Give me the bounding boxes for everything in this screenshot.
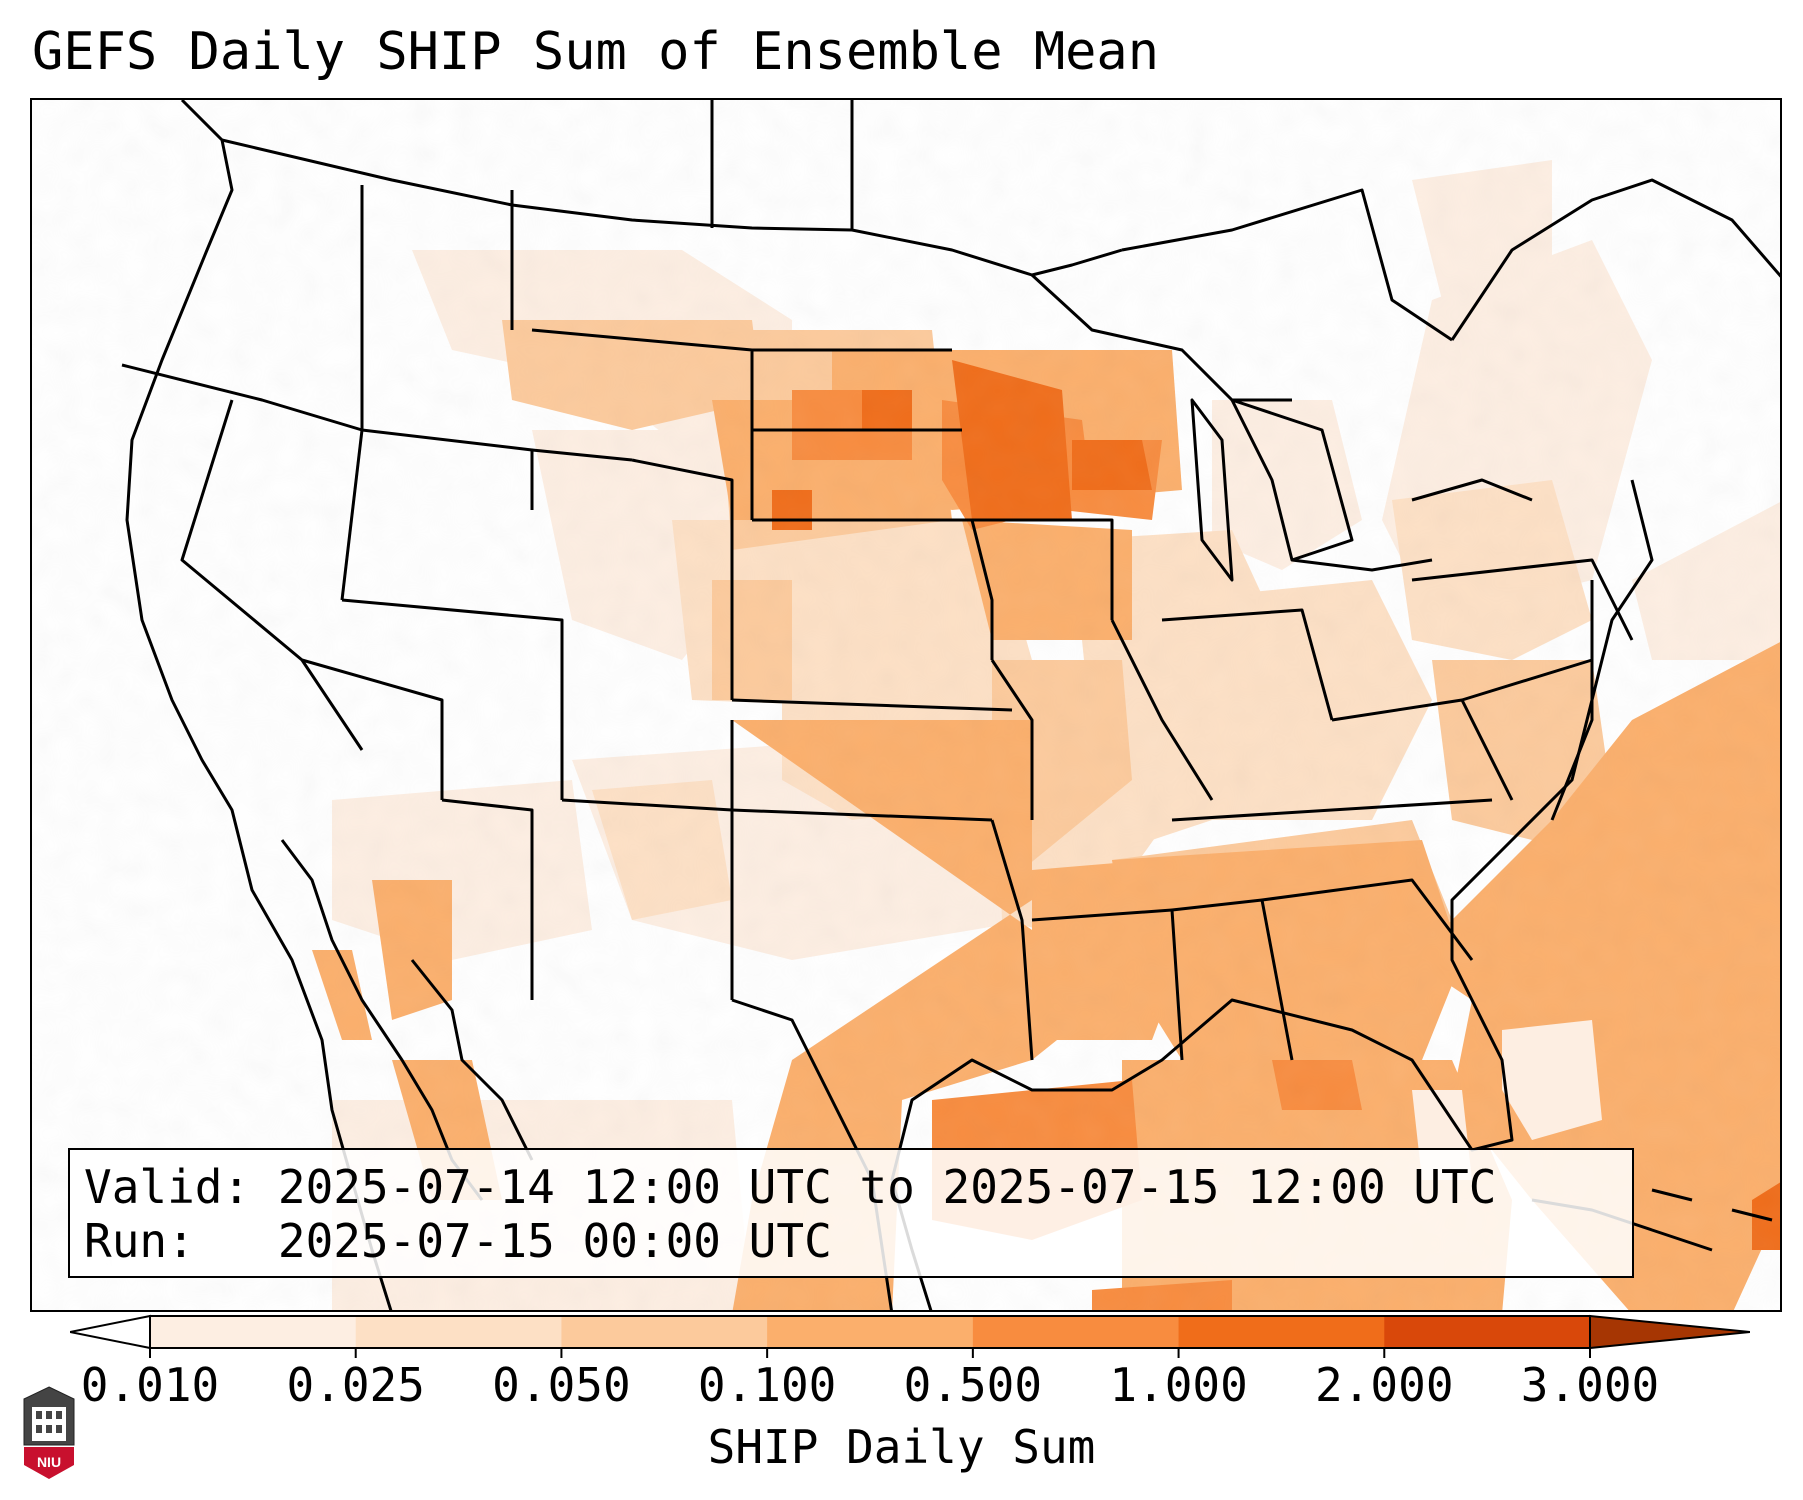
colorbar-extend-max: [1589, 1314, 1750, 1350]
colorbar-tick-label: 0.050: [492, 1358, 631, 1412]
colorbar-label: SHIP Daily Sum: [707, 1420, 1096, 1474]
colorbar-tick-label: 0.010: [80, 1358, 220, 1412]
colorbar-tick-label: 2.000: [1315, 1358, 1454, 1412]
map-title: GEFS Daily SHIP Sum of Ensemble Mean: [32, 22, 1160, 82]
colorbar-segment: [767, 1316, 974, 1348]
run-value: 2025-07-15 00:00 UTC: [277, 1214, 832, 1268]
colorbar-extend-min: [70, 1314, 151, 1350]
colorbar-segment: [561, 1316, 768, 1348]
run-label: Run:: [84, 1214, 195, 1268]
colorbar-segment: [150, 1316, 357, 1348]
colorbar-tick-label: 0.025: [286, 1358, 425, 1412]
run-line: Run: 2025-07-15 00:00 UTC: [84, 1214, 1632, 1268]
logo-text: NIU: [37, 1454, 61, 1470]
valid-time-info-box: Valid: 2025-07-14 12:00 UTC to 2025-07-1…: [68, 1148, 1634, 1278]
colorbar-outline: [149, 1315, 1591, 1349]
colorbar-tick-label: 1.000: [1109, 1358, 1248, 1412]
map-canvas: [32, 100, 1780, 1310]
colorbar-tick-label: 3.000: [1520, 1358, 1660, 1412]
university-logo-icon: NIU: [23, 1386, 75, 1479]
colorbar-segment: [1178, 1316, 1385, 1348]
colorbar: [70, 1314, 1750, 1358]
colorbar-tick-label: 0.100: [697, 1358, 837, 1412]
colorbar-tick-label: 0.500: [903, 1358, 1043, 1412]
colorbar-segment: [355, 1316, 562, 1348]
colorbar-segment: [1384, 1316, 1591, 1348]
map-panel: [30, 98, 1782, 1312]
colorbar-segment: [972, 1316, 1180, 1348]
valid-value: 2025-07-14 12:00 UTC to 2025-07-15 12:00…: [277, 1160, 1497, 1214]
valid-label: Valid:: [84, 1160, 251, 1214]
valid-line: Valid: 2025-07-14 12:00 UTC to 2025-07-1…: [84, 1160, 1632, 1214]
